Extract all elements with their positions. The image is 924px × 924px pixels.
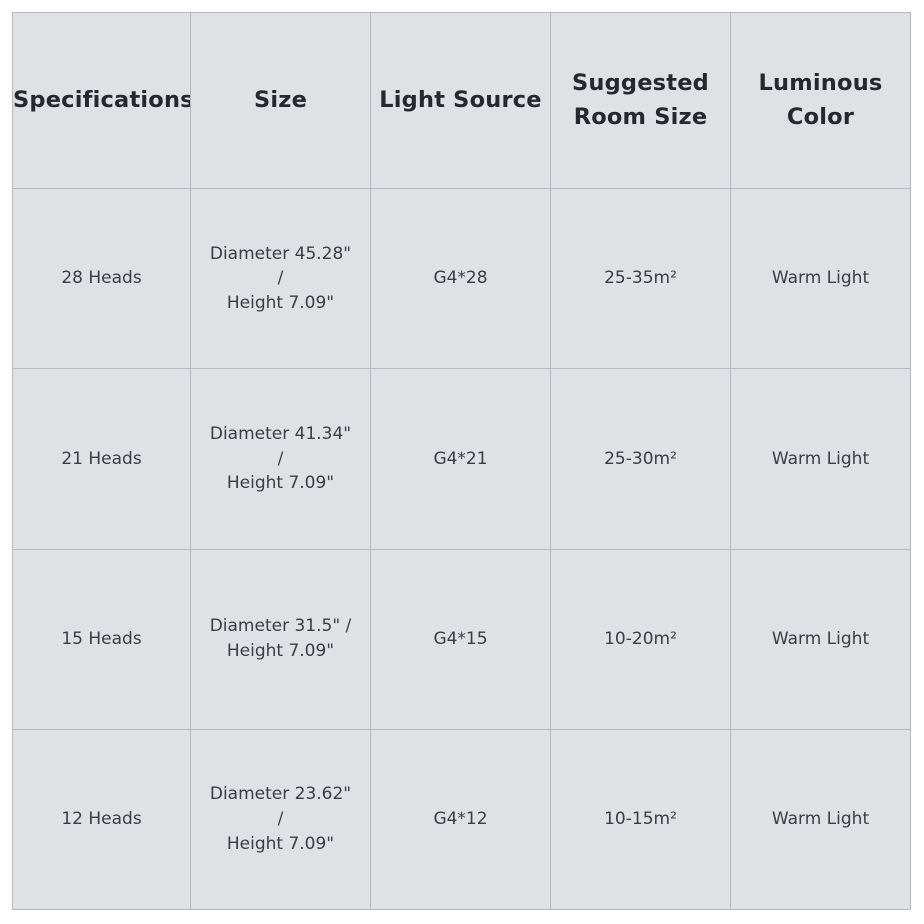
cell-room-size: 10-15m² — [550, 728, 731, 911]
cell-room-size: 10-20m² — [550, 548, 731, 730]
cell-light-source: G4*28 — [370, 187, 551, 370]
cell-light-source: G4*15 — [370, 548, 551, 730]
cell-luminous-color: Warm Light — [730, 728, 911, 911]
header-row: Specifications Size Light Source Suggest… — [12, 12, 911, 189]
cell-room-size: 25-30m² — [550, 368, 731, 550]
cell-room-size: 25-35m² — [550, 187, 731, 370]
cell-size: Diameter 41.34" / Height 7.09" — [190, 368, 371, 550]
cell-luminous-color: Warm Light — [730, 368, 911, 550]
cell-light-source: G4*21 — [370, 368, 551, 550]
cell-size: Diameter 31.5" / Height 7.09" — [190, 548, 371, 730]
cell-size: Diameter 23.62" / Height 7.09" — [190, 728, 371, 911]
cell-specifications: 12 Heads — [12, 728, 191, 911]
table-row: 21 Heads Diameter 41.34" / Height 7.09" … — [12, 368, 911, 550]
table-row: 12 Heads Diameter 23.62" / Height 7.09" … — [12, 728, 911, 911]
product-spec-table: Specifications Size Light Source Suggest… — [12, 12, 911, 911]
column-header-luminous-color: Luminous Color — [730, 12, 911, 189]
cell-luminous-color: Warm Light — [730, 548, 911, 730]
column-header-size: Size — [190, 12, 371, 189]
column-header-light-source: Light Source — [370, 12, 551, 189]
table-row: 15 Heads Diameter 31.5" / Height 7.09" G… — [12, 548, 911, 730]
column-header-room-size: Suggested Room Size — [550, 12, 731, 189]
cell-luminous-color: Warm Light — [730, 187, 911, 370]
table-row: 28 Heads Diameter 45.28" / Height 7.09" … — [12, 187, 911, 370]
column-header-specifications: Specifications — [12, 12, 191, 189]
cell-light-source: G4*12 — [370, 728, 551, 911]
cell-specifications: 28 Heads — [12, 187, 191, 370]
cell-specifications: 21 Heads — [12, 368, 191, 550]
cell-specifications: 15 Heads — [12, 548, 191, 730]
cell-size: Diameter 45.28" / Height 7.09" — [190, 187, 371, 370]
